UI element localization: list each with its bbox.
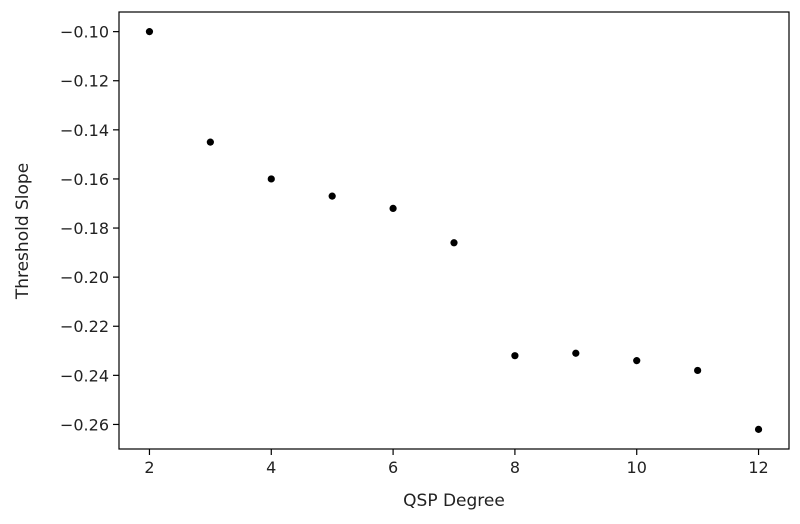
data-point: [511, 352, 519, 360]
data-point: [572, 349, 580, 357]
x-tick-label: 8: [510, 458, 520, 477]
y-tick-label: −0.18: [60, 219, 109, 238]
x-tick-label: 10: [627, 458, 647, 477]
x-tick-label: 6: [388, 458, 398, 477]
y-tick-label: −0.24: [60, 366, 109, 385]
x-tick-label: 4: [266, 458, 276, 477]
data-point: [389, 204, 397, 213]
data-point: [754, 425, 763, 433]
data-point: [206, 138, 214, 146]
y-tick-label: −0.20: [60, 268, 109, 287]
y-tick-label: −0.10: [60, 23, 109, 42]
y-tick-label: −0.22: [60, 317, 109, 336]
x-axis-label: QSP Degree: [403, 491, 505, 511]
y-tick-label: −0.26: [60, 415, 109, 434]
x-tick-label: 12: [748, 458, 768, 477]
y-tick-label: −0.12: [60, 72, 109, 91]
data-point: [267, 175, 275, 183]
data-point: [694, 366, 702, 375]
y-tick-label: −0.16: [60, 170, 109, 189]
data-points: [145, 28, 763, 433]
x-axis: 2 4 6 8 10 12: [144, 449, 769, 477]
y-axis: −0.10 −0.12 −0.14 −0.16 −0.18 −0.20 −0.22 −0.24…: [60, 23, 119, 434]
data-point: [450, 239, 458, 247]
data-point: [633, 357, 641, 365]
plot-frame: [118, 11, 790, 450]
data-point: [328, 192, 336, 200]
y-tick-label: −0.14: [60, 121, 109, 140]
data-point: [145, 28, 154, 36]
x-tick-label: 2: [144, 458, 154, 477]
y-axis-label: Threshold Slope: [13, 163, 33, 300]
